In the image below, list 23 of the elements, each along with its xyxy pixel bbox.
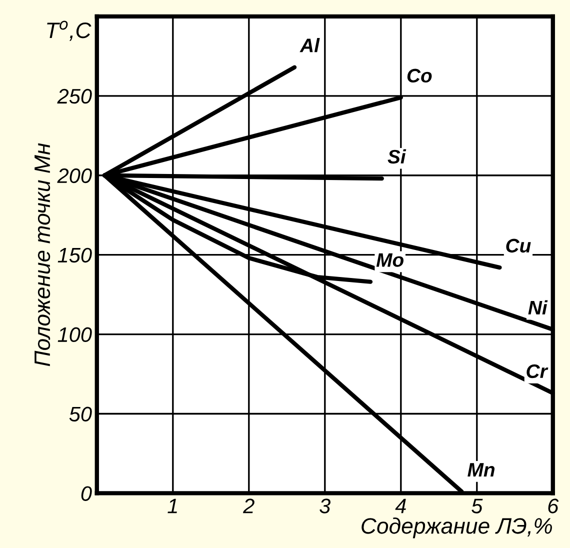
series-label: Si bbox=[388, 149, 406, 164]
y-tick-label: 0 bbox=[81, 486, 92, 501]
x-tick-label: 4 bbox=[395, 498, 406, 514]
series-label: Mo bbox=[376, 253, 404, 267]
series-label: Cu bbox=[506, 238, 531, 253]
x-tick-label: 2 bbox=[242, 498, 254, 514]
x-tick-label: 5 bbox=[472, 498, 483, 514]
y-tick-label: 250 bbox=[57, 88, 92, 104]
y-tick-label: 200 bbox=[57, 168, 92, 184]
x-axis-title: Содержание ЛЭ,% bbox=[362, 517, 552, 538]
y-tick-label: 50 bbox=[69, 406, 92, 422]
series-label: Ni bbox=[528, 300, 548, 314]
series-label: Cr bbox=[526, 364, 548, 378]
x-tick-label: 1 bbox=[168, 498, 177, 514]
x-tick-label: 6 bbox=[548, 498, 559, 514]
y-tick-label: 150 bbox=[58, 248, 92, 263]
text: T$^{o}$,C bbox=[47, 20, 92, 41]
series-label: Co bbox=[407, 68, 432, 83]
y-axis-title: Положение точки Mн bbox=[34, 143, 50, 366]
series-label: Mn bbox=[468, 463, 495, 476]
x-tick-label: 3 bbox=[320, 498, 331, 514]
series-label: Al bbox=[300, 38, 320, 52]
y-tick-label: 100 bbox=[58, 327, 92, 342]
